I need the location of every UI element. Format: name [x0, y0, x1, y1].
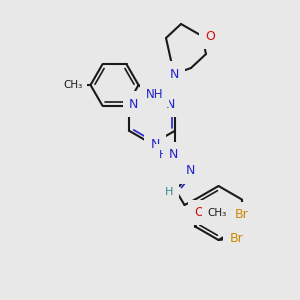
Text: N: N	[150, 139, 160, 152]
Text: N: N	[169, 68, 179, 80]
Text: Br: Br	[235, 208, 249, 221]
Text: CH₃: CH₃	[63, 80, 82, 90]
Text: O: O	[205, 29, 215, 43]
Text: N: N	[169, 148, 178, 161]
Text: CH₃: CH₃	[208, 208, 227, 218]
Text: N: N	[186, 164, 195, 178]
Text: NH: NH	[146, 88, 163, 101]
Text: N: N	[129, 98, 138, 110]
Text: O: O	[194, 206, 204, 219]
Text: N: N	[166, 98, 175, 110]
Text: H: H	[159, 150, 168, 160]
Text: Br: Br	[230, 232, 243, 245]
Text: H: H	[165, 187, 174, 197]
